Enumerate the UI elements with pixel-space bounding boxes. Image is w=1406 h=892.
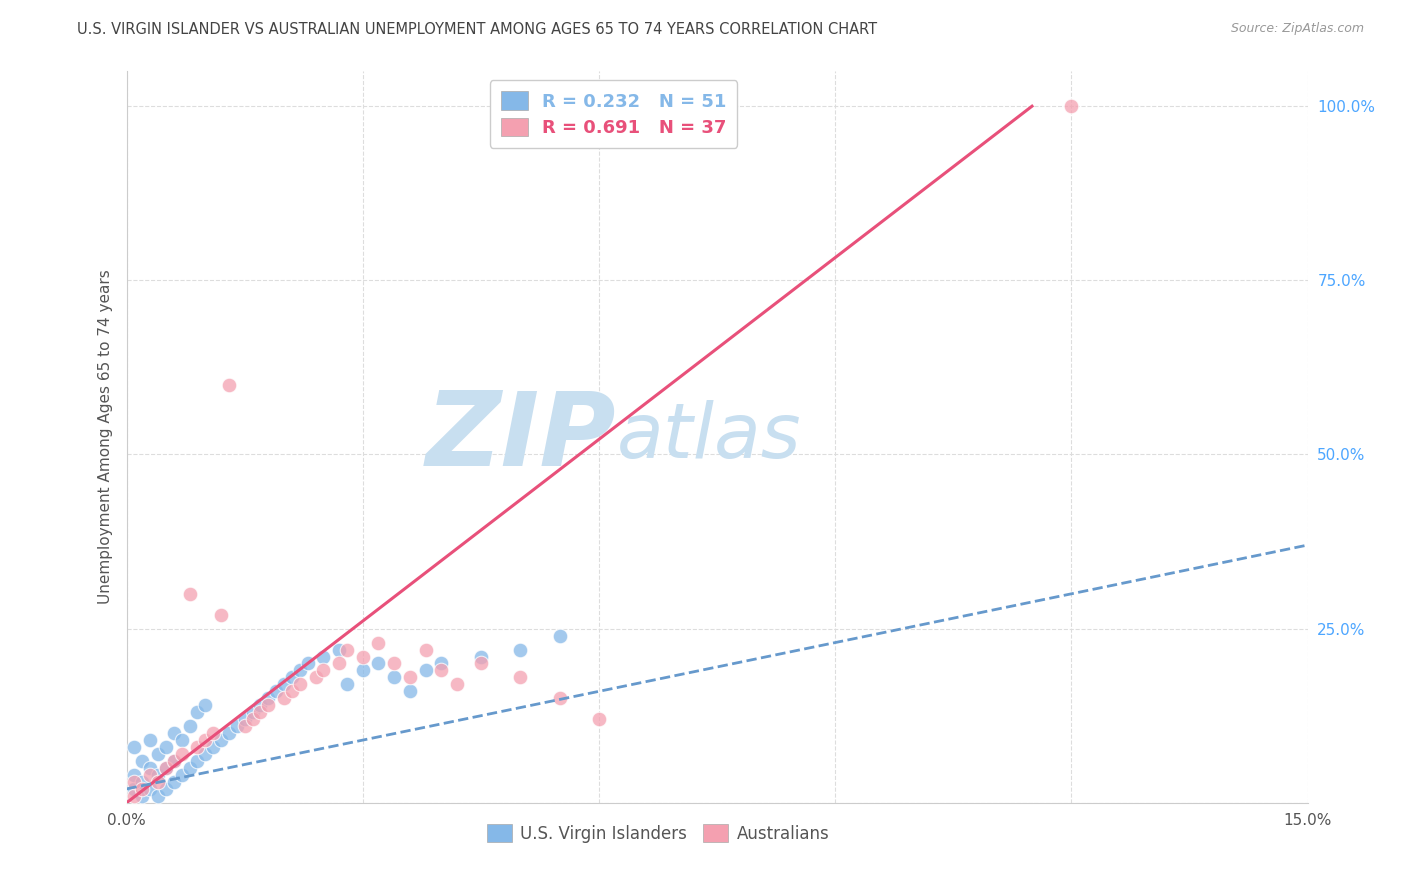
Point xyxy=(139,781,162,796)
Point xyxy=(288,677,311,691)
Point xyxy=(124,740,146,755)
Point xyxy=(186,705,208,719)
Point xyxy=(146,768,169,782)
Point xyxy=(131,781,153,796)
Point xyxy=(367,635,389,649)
Point xyxy=(415,642,437,657)
Point xyxy=(509,670,531,684)
Point xyxy=(202,726,225,740)
Point xyxy=(249,698,271,713)
Point xyxy=(548,629,571,643)
Point xyxy=(186,754,208,768)
Point xyxy=(155,781,177,796)
Point xyxy=(170,733,193,747)
Point xyxy=(509,642,531,657)
Point xyxy=(242,712,264,726)
Point xyxy=(242,705,264,719)
Point xyxy=(233,719,256,733)
Point xyxy=(194,733,217,747)
Text: Source: ZipAtlas.com: Source: ZipAtlas.com xyxy=(1230,22,1364,36)
Point xyxy=(352,664,374,678)
Point xyxy=(249,705,271,719)
Point xyxy=(124,781,146,796)
Point xyxy=(155,740,177,755)
Point xyxy=(179,719,201,733)
Point xyxy=(225,719,247,733)
Point xyxy=(131,775,153,789)
Point xyxy=(304,670,326,684)
Point xyxy=(124,768,146,782)
Point xyxy=(163,775,186,789)
Point xyxy=(146,789,169,803)
Point xyxy=(588,712,610,726)
Point xyxy=(336,677,359,691)
Y-axis label: Unemployment Among Ages 65 to 74 years: Unemployment Among Ages 65 to 74 years xyxy=(97,269,112,605)
Point xyxy=(470,649,492,664)
Point xyxy=(179,761,201,775)
Point xyxy=(124,789,146,803)
Point xyxy=(186,740,208,755)
Point xyxy=(367,657,389,671)
Point xyxy=(146,747,169,761)
Point xyxy=(163,754,186,768)
Point xyxy=(124,775,146,789)
Point xyxy=(281,670,304,684)
Point xyxy=(328,657,350,671)
Point xyxy=(131,754,153,768)
Point xyxy=(209,607,232,622)
Point xyxy=(146,775,169,789)
Point xyxy=(281,684,304,698)
Point xyxy=(209,733,232,747)
Point xyxy=(257,698,280,713)
Point xyxy=(382,670,405,684)
Point xyxy=(415,664,437,678)
Point xyxy=(202,740,225,755)
Point xyxy=(382,657,405,671)
Point xyxy=(170,747,193,761)
Point xyxy=(1060,99,1083,113)
Point xyxy=(399,684,422,698)
Text: atlas: atlas xyxy=(617,401,801,474)
Point xyxy=(470,657,492,671)
Point xyxy=(139,768,162,782)
Point xyxy=(297,657,319,671)
Point xyxy=(131,789,153,803)
Point xyxy=(163,726,186,740)
Point xyxy=(430,664,453,678)
Legend: U.S. Virgin Islanders, Australians: U.S. Virgin Islanders, Australians xyxy=(479,818,837,849)
Point xyxy=(233,712,256,726)
Point xyxy=(194,747,217,761)
Point xyxy=(352,649,374,664)
Point xyxy=(399,670,422,684)
Point xyxy=(336,642,359,657)
Point xyxy=(288,664,311,678)
Point xyxy=(170,768,193,782)
Text: ZIP: ZIP xyxy=(426,386,617,488)
Point xyxy=(273,691,295,706)
Point xyxy=(430,657,453,671)
Point xyxy=(264,684,287,698)
Point xyxy=(194,698,217,713)
Point xyxy=(273,677,295,691)
Point xyxy=(139,733,162,747)
Point xyxy=(257,691,280,706)
Point xyxy=(548,691,571,706)
Point xyxy=(179,587,201,601)
Point xyxy=(155,761,177,775)
Point xyxy=(312,649,335,664)
Point xyxy=(163,754,186,768)
Point xyxy=(446,677,468,691)
Point xyxy=(312,664,335,678)
Point xyxy=(218,726,240,740)
Point xyxy=(139,761,162,775)
Point xyxy=(218,377,240,392)
Point xyxy=(328,642,350,657)
Text: U.S. VIRGIN ISLANDER VS AUSTRALIAN UNEMPLOYMENT AMONG AGES 65 TO 74 YEARS CORREL: U.S. VIRGIN ISLANDER VS AUSTRALIAN UNEMP… xyxy=(77,22,877,37)
Point xyxy=(155,761,177,775)
